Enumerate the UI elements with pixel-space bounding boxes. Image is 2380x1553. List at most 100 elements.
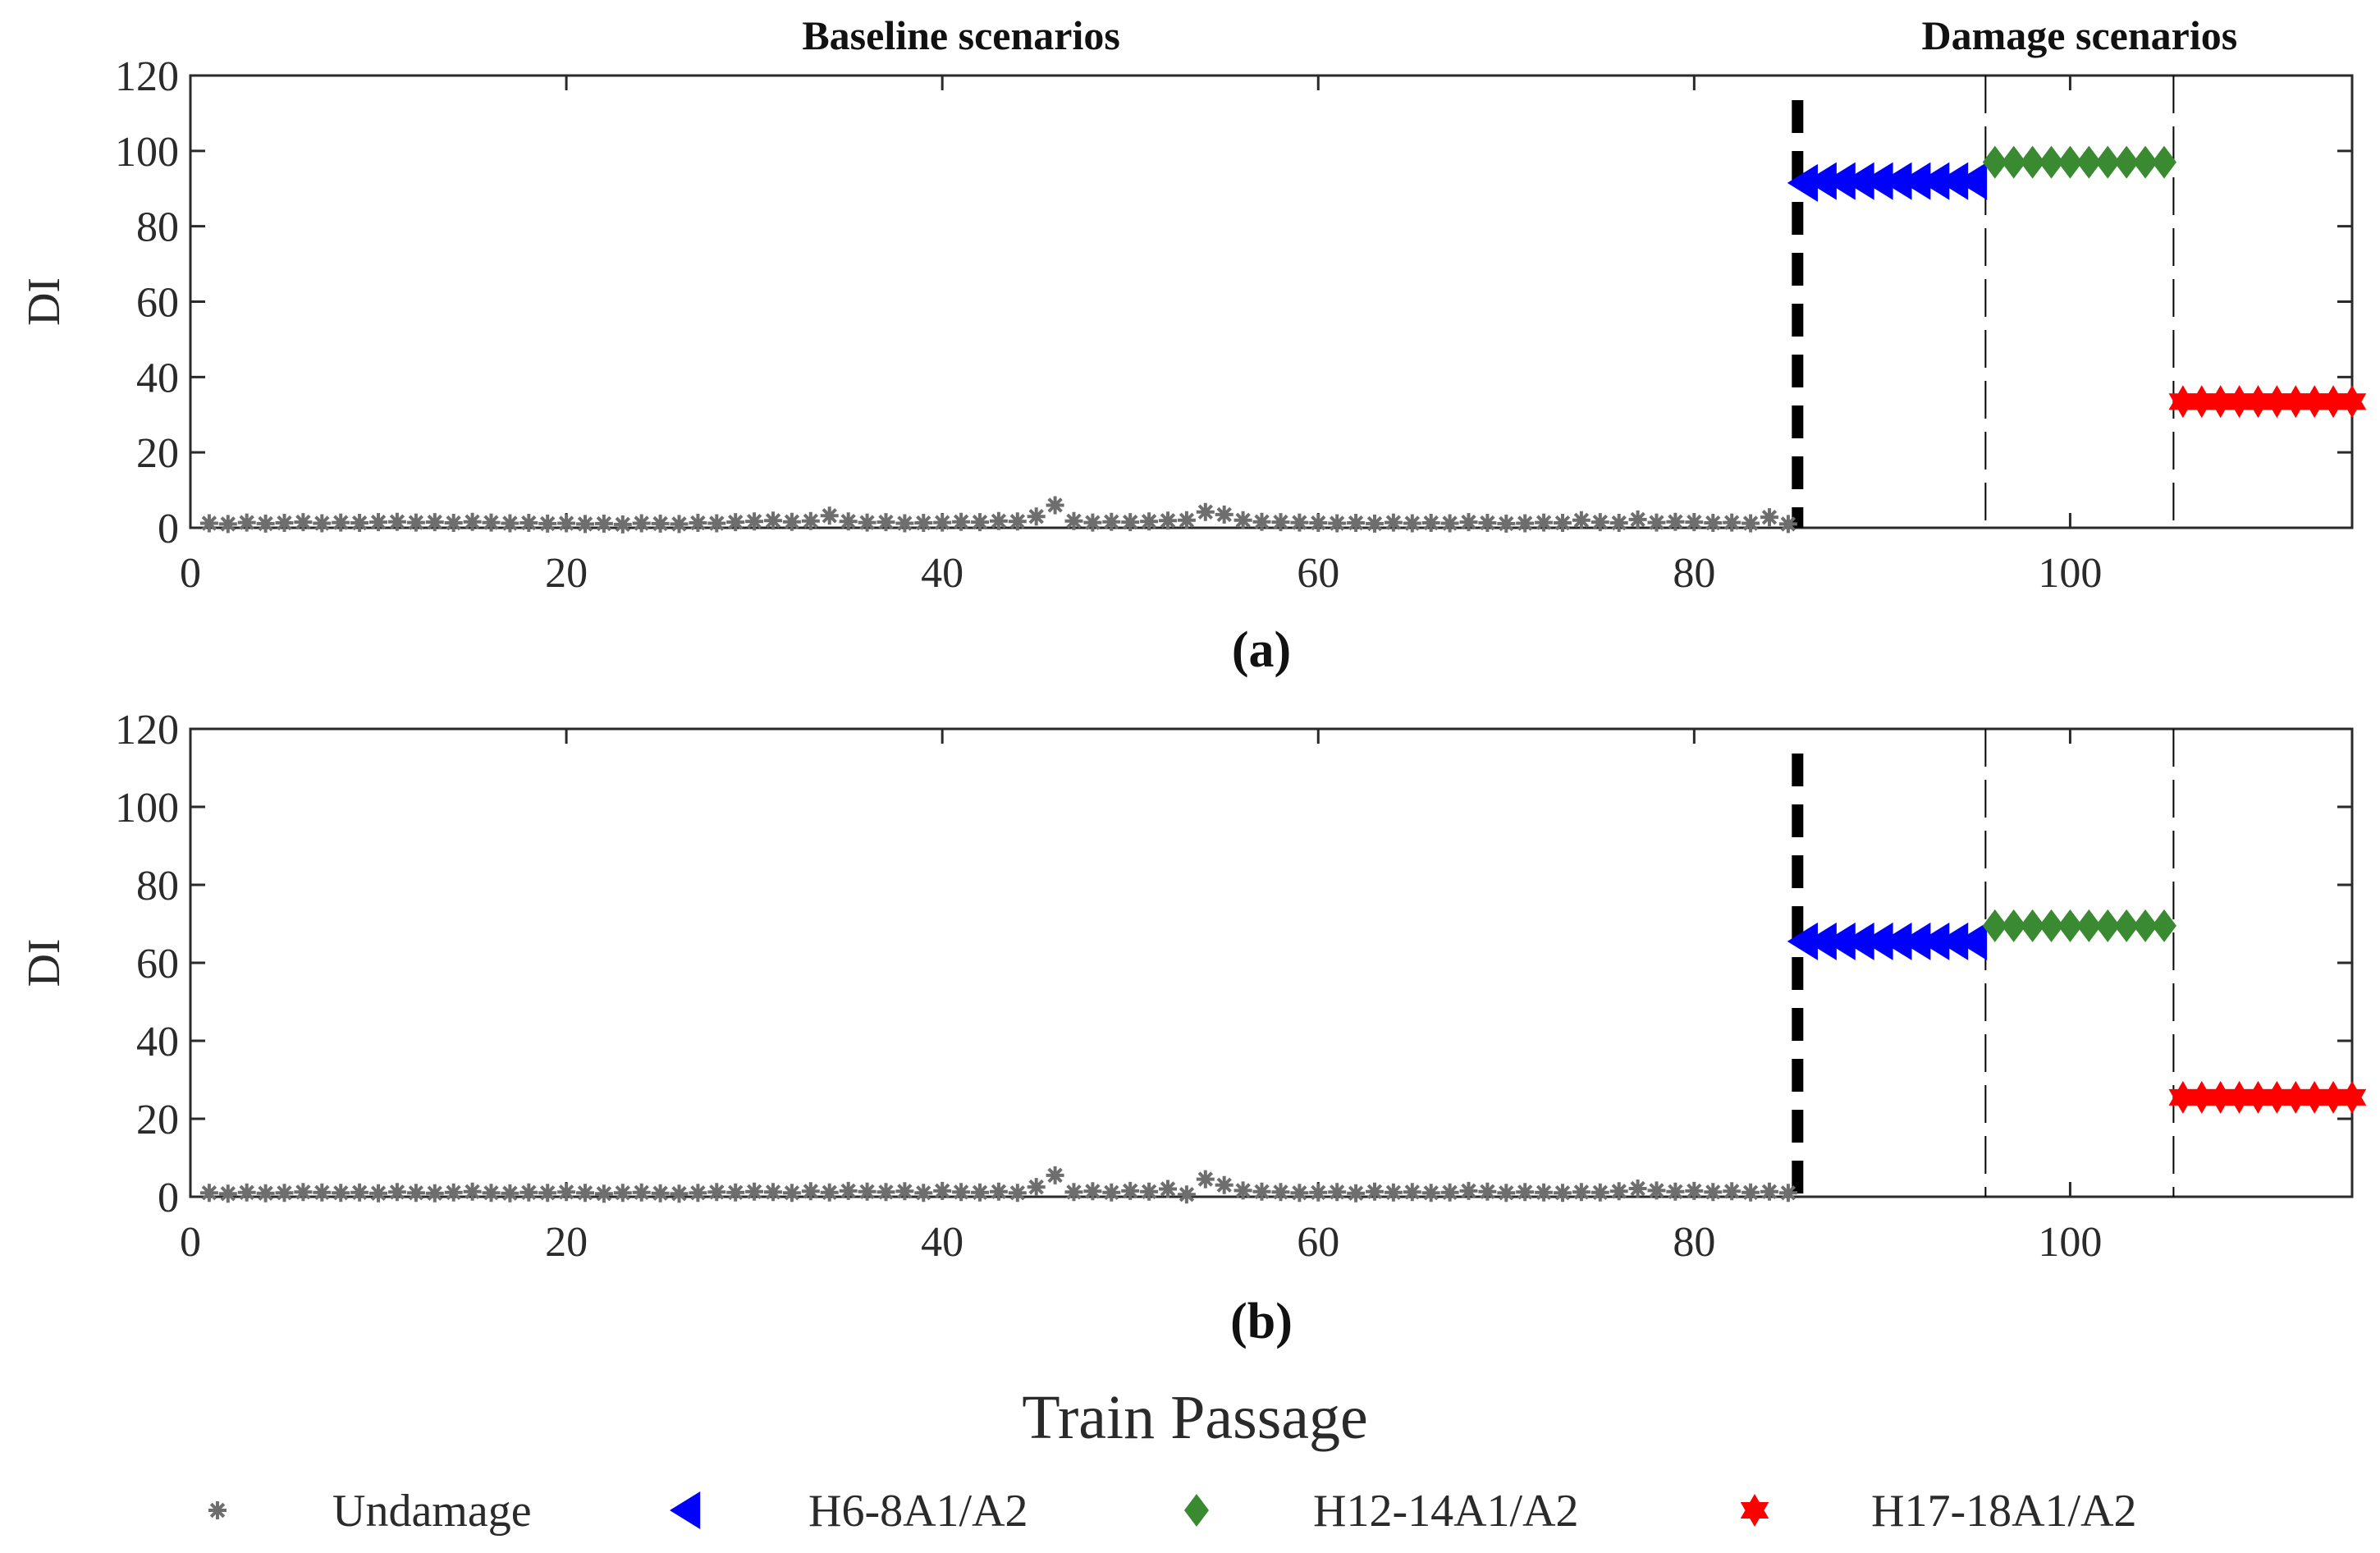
data-point <box>1535 513 1554 532</box>
plot-area <box>189 74 2354 529</box>
data-point <box>1982 909 2007 942</box>
data-point <box>895 514 914 533</box>
data-point <box>933 1181 952 1200</box>
data-point <box>1628 510 1647 529</box>
data-point <box>1121 513 1140 532</box>
data-point <box>501 1184 519 1203</box>
data-point <box>1271 1183 1290 1202</box>
data-point <box>1742 514 1760 533</box>
data-point <box>1159 1180 1177 1198</box>
data-point <box>294 1183 313 1202</box>
data-point <box>1590 513 1609 532</box>
y-tick-label: 80 <box>136 204 179 251</box>
y-tick-label: 20 <box>136 1097 179 1143</box>
data-point <box>1647 1181 1666 1200</box>
data-point <box>989 511 1008 530</box>
data-point <box>1806 162 1837 200</box>
data-point <box>971 1183 989 1202</box>
data-point <box>1083 513 1102 532</box>
data-point <box>538 1184 557 1203</box>
data-point <box>1309 1183 1328 1202</box>
series-h17-18a1-a2 <box>2168 1080 2367 1114</box>
x-tick-label: 0 <box>180 1219 201 1266</box>
data-point <box>387 512 406 531</box>
data-point <box>876 1183 895 1202</box>
data-point <box>1177 511 1196 529</box>
data-point <box>1938 922 1969 960</box>
data-point <box>313 514 332 533</box>
data-point <box>1064 1183 1083 1202</box>
data-point <box>1778 515 1797 534</box>
data-point <box>1102 512 1121 531</box>
y-tick-label: 60 <box>136 941 179 987</box>
y-tick-label: 100 <box>115 785 179 831</box>
data-point <box>820 1183 839 1202</box>
legend-entry: H6-8A1/A2 <box>670 1486 1028 1537</box>
data-point <box>782 1184 801 1203</box>
data-point <box>594 1184 613 1203</box>
data-point <box>2076 909 2102 942</box>
data-point <box>1497 514 1516 533</box>
data-point <box>1064 511 1083 530</box>
data-point <box>689 1184 707 1203</box>
x-tick-label: 40 <box>921 550 963 597</box>
series-undamage <box>199 496 1797 534</box>
data-point <box>651 1184 670 1203</box>
data-point <box>1478 514 1497 532</box>
plot-area <box>189 727 2354 1198</box>
data-point <box>1666 1182 1685 1201</box>
y-axis-title: DI <box>19 277 70 326</box>
x-tick-label: 100 <box>2038 550 2102 597</box>
data-point <box>1083 1182 1102 1201</box>
data-point <box>1919 922 1950 960</box>
data-point <box>294 513 313 532</box>
data-point <box>1478 1182 1497 1201</box>
data-point <box>218 1184 237 1203</box>
series-h12-14a1-a2 <box>1982 909 2176 942</box>
data-point <box>933 513 952 532</box>
data-point <box>839 512 858 531</box>
legend-label: H17-18A1/A2 <box>1871 1486 2137 1537</box>
data-point <box>1590 1183 1609 1202</box>
y-tick-label: 40 <box>136 355 179 401</box>
data-point <box>1328 1183 1347 1202</box>
panel-a: 0 20 40 60 80 100 120 0 20 40 60 80 100 DI Baseline sc… <box>19 12 2367 678</box>
data-point <box>369 513 387 532</box>
data-point <box>1806 922 1837 960</box>
y-tick-label: 120 <box>115 707 179 754</box>
x-tick-label: 20 <box>545 550 588 597</box>
y-tick-label: 100 <box>115 129 179 176</box>
data-point <box>237 513 256 532</box>
data-point <box>632 514 651 533</box>
data-point <box>1572 511 1590 529</box>
data-point <box>444 514 463 532</box>
data-point <box>1862 922 1893 960</box>
data-point <box>651 514 670 533</box>
data-point <box>1140 1182 1159 1201</box>
data-point <box>1347 1184 1366 1203</box>
data-point <box>670 515 689 534</box>
legend-marker <box>1740 1494 1769 1527</box>
data-point <box>745 512 764 531</box>
data-point <box>858 1182 876 1201</box>
data-point <box>952 512 971 531</box>
data-point <box>1881 162 1912 200</box>
data-point <box>2151 909 2176 942</box>
data-point <box>1824 162 1856 200</box>
data-point <box>1704 514 1723 532</box>
x-axis-title: Train Passage <box>1022 1383 1368 1452</box>
series-h6-8a1-a2 <box>1787 162 1988 202</box>
legend-marker <box>208 1501 227 1519</box>
data-point <box>482 1184 501 1203</box>
data-point <box>764 511 782 530</box>
data-point <box>482 513 501 532</box>
data-point <box>1459 1181 1478 1200</box>
x-tick-label: 20 <box>545 1219 588 1266</box>
data-point <box>952 1183 971 1202</box>
data-point <box>1366 1182 1384 1201</box>
data-point <box>2039 145 2064 179</box>
data-point <box>1900 922 1931 960</box>
data-point <box>895 1182 914 1201</box>
data-point <box>1760 1182 1778 1201</box>
